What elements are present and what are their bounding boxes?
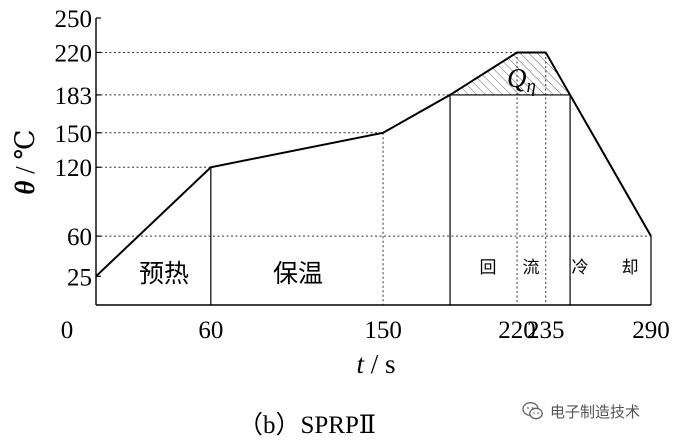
zone-label-reflow-1: 回	[480, 258, 497, 278]
x-tick-label: 220	[498, 317, 536, 344]
watermark: 电子制造技术	[522, 398, 640, 424]
x-tick-label: 235	[527, 317, 565, 344]
x-tick-label: 290	[632, 317, 670, 344]
q-eta-annotation: Qη	[507, 63, 536, 97]
y-tick-label: 150	[55, 121, 93, 148]
x-tick-label: 60	[198, 317, 223, 344]
y-axis-title: θ / ℃	[10, 129, 40, 194]
x-tick-label: 0	[61, 317, 74, 344]
y-tick-label: 120	[55, 155, 93, 182]
hatched-area	[450, 52, 571, 95]
y-tick-label: 25	[67, 264, 92, 291]
zone-label-reflow-2: 流	[523, 258, 540, 278]
x-tick-label: 150	[364, 317, 402, 344]
zone-label-soak: 保温	[273, 259, 323, 288]
y-tick-label: 220	[55, 40, 93, 67]
zone-label-cool-2: 却	[622, 258, 639, 278]
y-tick-label: 250	[55, 6, 93, 33]
y-tick-label: 60	[67, 224, 92, 251]
zone-label-cool-1: 冷	[572, 258, 589, 278]
watermark-text: 电子制造技术	[550, 402, 641, 421]
wechat-icon	[522, 402, 543, 420]
y-tick-label: 183	[55, 83, 93, 110]
temperature-profile-line	[95, 51, 652, 278]
figure-caption: （b）SPRPⅡ	[238, 412, 376, 439]
zone-label-preheat: 预热	[139, 259, 189, 288]
x-axis-title: t / s	[356, 349, 395, 379]
